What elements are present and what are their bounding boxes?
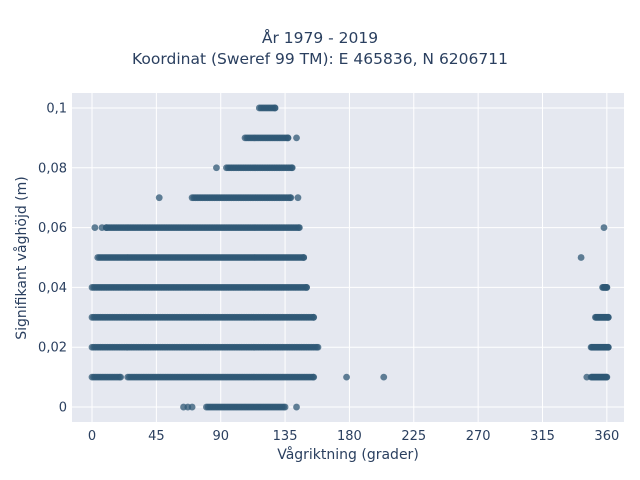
y-tick-label: 0,04 (38, 281, 67, 296)
data-point (91, 224, 99, 231)
data-point (293, 134, 300, 142)
data-point (380, 373, 388, 381)
x-tick-label: 270 (466, 429, 491, 444)
data-point (583, 373, 591, 381)
data-point (310, 373, 318, 381)
x-tick-label: 135 (273, 429, 298, 444)
data-point (294, 194, 302, 202)
data-point (604, 313, 612, 321)
chart-title: År 1979 - 2019 Koordinat (Sweref 99 TM):… (0, 28, 640, 70)
data-point (284, 134, 292, 142)
data-point (271, 104, 279, 112)
y-tick-label: 0,06 (38, 221, 67, 236)
data-point (293, 403, 300, 411)
x-axis-title: Vågriktning (grader) (277, 447, 419, 463)
y-tick-label: 0,1 (46, 101, 67, 116)
data-point (603, 284, 611, 291)
data-point (300, 254, 308, 261)
x-tick-label: 315 (530, 429, 555, 444)
data-point (314, 343, 322, 351)
data-point (295, 224, 303, 231)
x-tick-label: 225 (401, 429, 426, 444)
x-tick-label: 180 (337, 429, 362, 444)
y-axis-title: Signifikant våghöjd (m) (14, 176, 30, 340)
data-point (155, 194, 163, 202)
data-point (604, 343, 612, 351)
data-point (577, 254, 585, 261)
chart-title-line-1: År 1979 - 2019 (261, 29, 379, 47)
data-point (188, 403, 196, 411)
x-tick-label: 0 (88, 429, 96, 444)
y-tick-labels: 0 0,02 0,04 0,06 0,08 0,1 (38, 101, 67, 415)
x-tick-label: 45 (148, 429, 165, 444)
data-point (102, 224, 110, 231)
data-points (88, 104, 612, 411)
y-tick-label: 0 (59, 401, 67, 416)
data-point (281, 403, 289, 411)
data-point (603, 373, 611, 381)
data-point (288, 164, 296, 172)
x-tick-labels: 0 45 90 135 180 225 270 315 360 (88, 429, 619, 444)
chart-title-line-2: Koordinat (Sweref 99 TM): E 465836, N 62… (132, 50, 508, 68)
data-point (287, 194, 295, 202)
x-tick-label: 360 (594, 429, 619, 444)
data-point (213, 164, 220, 172)
x-tick-label: 90 (212, 429, 229, 444)
data-point (310, 313, 318, 321)
y-tick-label: 0,08 (38, 161, 67, 176)
y-tick-label: 0,02 (38, 341, 67, 356)
data-point (343, 373, 350, 381)
data-point (600, 224, 608, 231)
data-point (117, 373, 125, 381)
data-point (303, 284, 310, 291)
